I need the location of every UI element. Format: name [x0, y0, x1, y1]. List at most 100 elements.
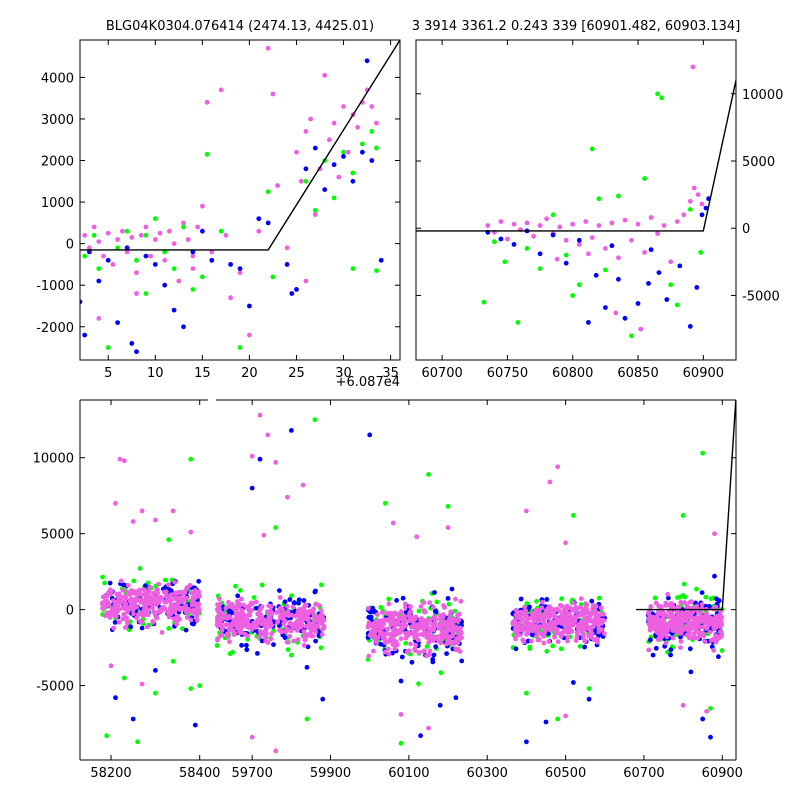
data-point-blue: [162, 282, 168, 288]
data-point-magenta: [126, 606, 132, 612]
data-point-blue: [648, 247, 654, 253]
data-point-magenta: [166, 582, 171, 588]
data-point-blue: [712, 573, 717, 579]
data-point-magenta: [295, 637, 301, 642]
data-point-magenta: [578, 619, 584, 625]
data-point-green: [515, 320, 521, 325]
data-point-magenta: [403, 631, 408, 636]
data-point-green: [181, 224, 186, 230]
data-point-blue: [511, 242, 517, 247]
data-point-magenta: [661, 223, 667, 228]
data-point-magenta: [537, 637, 542, 643]
panels: 5 10 15 20 25 30 35 -2000 -1000 0 1000 2000 3000 4000…: [33, 39, 783, 781]
data-point-magenta: [716, 621, 722, 627]
data-point-magenta: [414, 534, 420, 540]
data-point-magenta: [676, 619, 682, 625]
data-point-magenta: [190, 595, 196, 600]
data-point-magenta: [284, 603, 290, 609]
data-point-magenta: [622, 217, 628, 223]
data-point-magenta: [298, 609, 303, 615]
data-point-magenta: [187, 608, 193, 613]
data-point-green: [304, 716, 310, 722]
data-point-magenta: [134, 291, 139, 296]
data-point-magenta: [129, 235, 135, 240]
data-point-magenta: [120, 587, 126, 593]
data-point-magenta: [564, 625, 570, 631]
data-point-magenta: [558, 634, 564, 639]
y-tick-label: 0: [66, 238, 74, 253]
data-point-magenta: [656, 603, 662, 609]
data-point-magenta: [265, 432, 271, 438]
data-point-magenta: [355, 124, 360, 130]
data-point-blue: [370, 605, 375, 611]
data-point-magenta: [300, 482, 306, 488]
data-point-green: [152, 216, 158, 222]
data-point-magenta: [122, 594, 128, 600]
data-point-green: [104, 733, 109, 739]
data-point-magenta: [145, 607, 151, 612]
data-point-magenta: [695, 625, 701, 630]
data-point-magenta: [164, 609, 170, 615]
data-point-blue: [282, 635, 288, 640]
data-point-green: [318, 645, 324, 651]
data-point-magenta: [599, 627, 604, 632]
data-point-magenta: [267, 617, 273, 623]
data-point-magenta: [219, 632, 225, 638]
data-point-green: [700, 450, 706, 456]
data-point-blue: [656, 270, 662, 275]
data-point-blue: [183, 627, 189, 633]
data-point-magenta: [661, 618, 667, 624]
data-point-green: [603, 267, 608, 273]
data-point-green: [238, 588, 243, 593]
data-point-green: [200, 274, 205, 280]
data-point-magenta: [384, 611, 390, 616]
data-point-magenta: [587, 630, 593, 635]
data-point-magenta: [521, 639, 527, 645]
data-point-magenta: [280, 607, 285, 612]
x-tick-label: 60700: [623, 766, 664, 781]
data-point-magenta: [257, 412, 263, 418]
data-point-magenta: [556, 620, 561, 625]
data-point-blue: [635, 301, 641, 306]
top-right-title: 3 3914 3361.2 0.243 339 [60901.482, 6090…: [412, 19, 741, 34]
data-point-blue: [153, 668, 158, 673]
data-point-magenta: [240, 616, 246, 622]
data-point-magenta: [568, 614, 573, 620]
data-point-blue: [394, 598, 399, 603]
y-tick-label: 1000: [41, 196, 74, 211]
data-point-magenta: [110, 606, 115, 611]
data-point-magenta: [578, 611, 584, 616]
data-point-blue: [646, 281, 651, 286]
data-point-green: [571, 513, 576, 518]
data-point-blue: [255, 651, 260, 656]
data-point-magenta: [232, 622, 238, 628]
data-point-magenta: [542, 629, 548, 635]
data-point-magenta: [265, 609, 271, 615]
data-point-magenta: [416, 650, 422, 655]
data-point-magenta: [151, 609, 157, 615]
data-point-magenta: [312, 212, 318, 217]
data-point-magenta: [284, 639, 290, 645]
data-point-magenta: [455, 646, 461, 652]
data-point-green: [687, 207, 693, 212]
data-point-magenta: [386, 651, 392, 657]
data-point-green: [703, 594, 709, 600]
data-point-magenta: [652, 622, 657, 627]
x-tick-label: 58400: [179, 766, 220, 781]
data-point-magenta: [442, 605, 447, 610]
plot-area-bottom: [99, 400, 736, 754]
data-point-magenta: [530, 611, 535, 617]
data-point-magenta: [459, 630, 464, 636]
data-point-green: [596, 196, 602, 202]
data-point-green: [374, 145, 379, 151]
data-point-green: [616, 193, 621, 199]
data-point-green: [527, 646, 533, 651]
data-point-green: [100, 574, 105, 580]
data-point-magenta: [448, 609, 454, 615]
data-point-magenta: [152, 237, 158, 242]
data-point-magenta: [298, 613, 304, 619]
data-point-blue: [244, 647, 250, 653]
data-point-magenta: [584, 607, 590, 613]
data-point-magenta: [173, 590, 178, 596]
data-point-magenta: [101, 253, 106, 259]
